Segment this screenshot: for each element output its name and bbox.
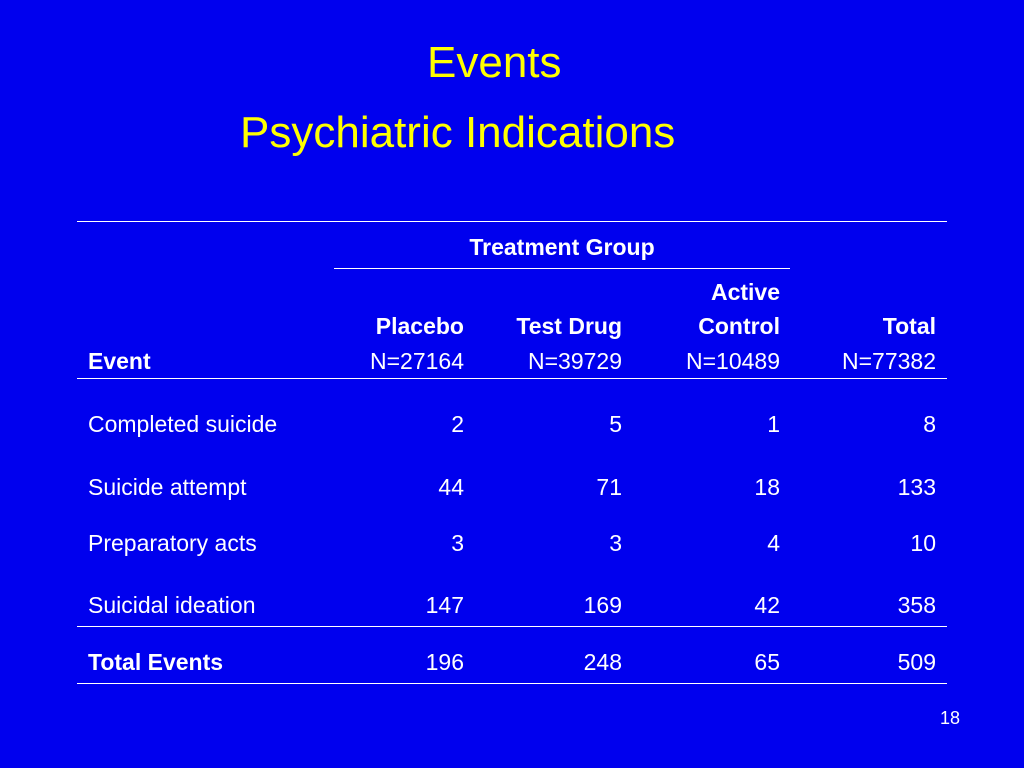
active-control-column-header-line2: Control — [698, 313, 780, 339]
total-events-label: Total Events — [88, 649, 224, 675]
test-drug-cell: 5 — [609, 411, 622, 437]
event-cell: Completed suicide — [88, 411, 278, 437]
title-line-events: Events — [427, 38, 562, 87]
active-control-cell: 18 — [754, 474, 780, 500]
active-control-cell: 4 — [767, 530, 780, 556]
placebo-n: N=27164 — [370, 348, 464, 374]
active-control-cell: 42 — [754, 592, 780, 618]
event-cell: Suicide attempt — [88, 474, 247, 500]
total-cell: 10 — [910, 530, 936, 556]
total-cell: 133 — [897, 474, 936, 500]
test-drug-total-cell: 248 — [583, 649, 622, 675]
placebo-cell: 3 — [451, 530, 464, 556]
test-drug-cell: 3 — [609, 530, 622, 556]
placebo-cell: 147 — [425, 592, 464, 618]
total-cell: 8 — [923, 411, 936, 437]
treatment-group-rule — [334, 268, 790, 269]
table-bottom-rule — [77, 683, 947, 684]
test-drug-cell: 71 — [596, 474, 622, 500]
header-bottom-rule — [77, 378, 947, 379]
total-row-top-rule — [77, 626, 947, 627]
placebo-cell: 44 — [438, 474, 464, 500]
slide-number: 18 — [939, 708, 960, 728]
event-cell: Suicidal ideation — [88, 592, 256, 618]
treatment-group-header: Treatment Group — [469, 234, 655, 260]
placebo-column-header: Placebo — [375, 313, 464, 339]
total-n: N=77382 — [842, 348, 936, 374]
table-top-rule — [77, 221, 947, 222]
total-column-header: Total — [882, 313, 936, 339]
active-control-n: N=10489 — [686, 348, 780, 374]
title-line-psychiatric-indications: Psychiatric Indications — [240, 108, 676, 157]
event-column-header: Event — [88, 348, 151, 374]
active-control-cell: 1 — [767, 411, 780, 437]
placebo-total-cell: 196 — [425, 649, 464, 675]
active-control-total-cell: 65 — [754, 649, 780, 675]
placebo-cell: 2 — [451, 411, 464, 437]
event-cell: Preparatory acts — [88, 530, 257, 556]
test-drug-column-header: Test Drug — [516, 313, 622, 339]
active-control-column-header-line1: Active — [710, 279, 780, 305]
test-drug-n: N=39729 — [528, 348, 622, 374]
total-cell: 358 — [897, 592, 936, 618]
grand-total-cell: 509 — [897, 649, 936, 675]
test-drug-cell: 169 — [583, 592, 622, 618]
